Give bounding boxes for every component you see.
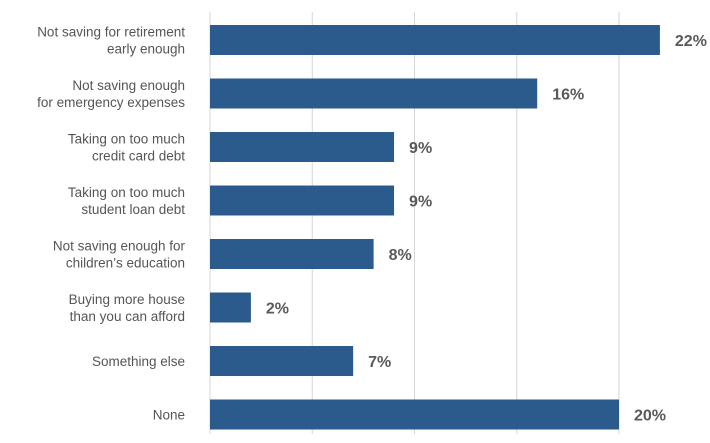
category-label: Something else [92,354,185,369]
category-label: Buying more house than you can afford [69,292,185,324]
category-label-line: Something else [92,354,185,369]
category-label-line: Taking on too much [68,185,185,200]
bar [210,239,374,269]
category-label: Not saving enough for emergency expenses [37,78,185,110]
category-label-line: Taking on too much [68,132,185,147]
bars [210,25,660,430]
value-label: 7% [368,354,391,371]
value-label: 16% [552,87,584,104]
category-label-line: Buying more house [69,292,185,307]
value-label: 9% [409,140,432,157]
bar [210,25,660,55]
bar [210,132,395,162]
value-label: 20% [634,408,666,425]
category-label-line: Not saving enough for [53,239,186,254]
bar [210,346,354,376]
bar [210,78,538,109]
bar [210,185,395,216]
category-label-line: None [153,408,185,423]
value-label: 8% [389,247,412,264]
bar [210,292,251,323]
value-label: 9% [409,194,432,211]
value-label: 22% [675,33,707,50]
category-label-line: Not saving enough [72,78,185,93]
category-label-line: Not saving for retirement [37,25,185,40]
category-label: Not saving enough for children’s educatio… [53,239,186,271]
category-label: None [153,408,185,423]
bar [210,399,619,430]
category-label-line: than you can afford [70,309,185,324]
value-label: 2% [266,301,289,318]
category-label: Not saving for retirement early enough [37,25,185,57]
category-label-line: early enough [107,42,185,57]
category-label-line: credit card debt [92,149,185,164]
category-label-line: children’s education [66,256,185,271]
category-label-line: student loan debt [81,202,185,217]
value-labels: 22% 16% 9% 9% 8% 2% 7% 20% [266,33,707,425]
category-label-line: for emergency expenses [37,95,185,110]
category-label: Taking on too much credit card debt [68,132,185,164]
category-label: Taking on too much student loan debt [68,185,185,217]
category-labels: Not saving for retirement early enoughNot… [37,25,185,423]
